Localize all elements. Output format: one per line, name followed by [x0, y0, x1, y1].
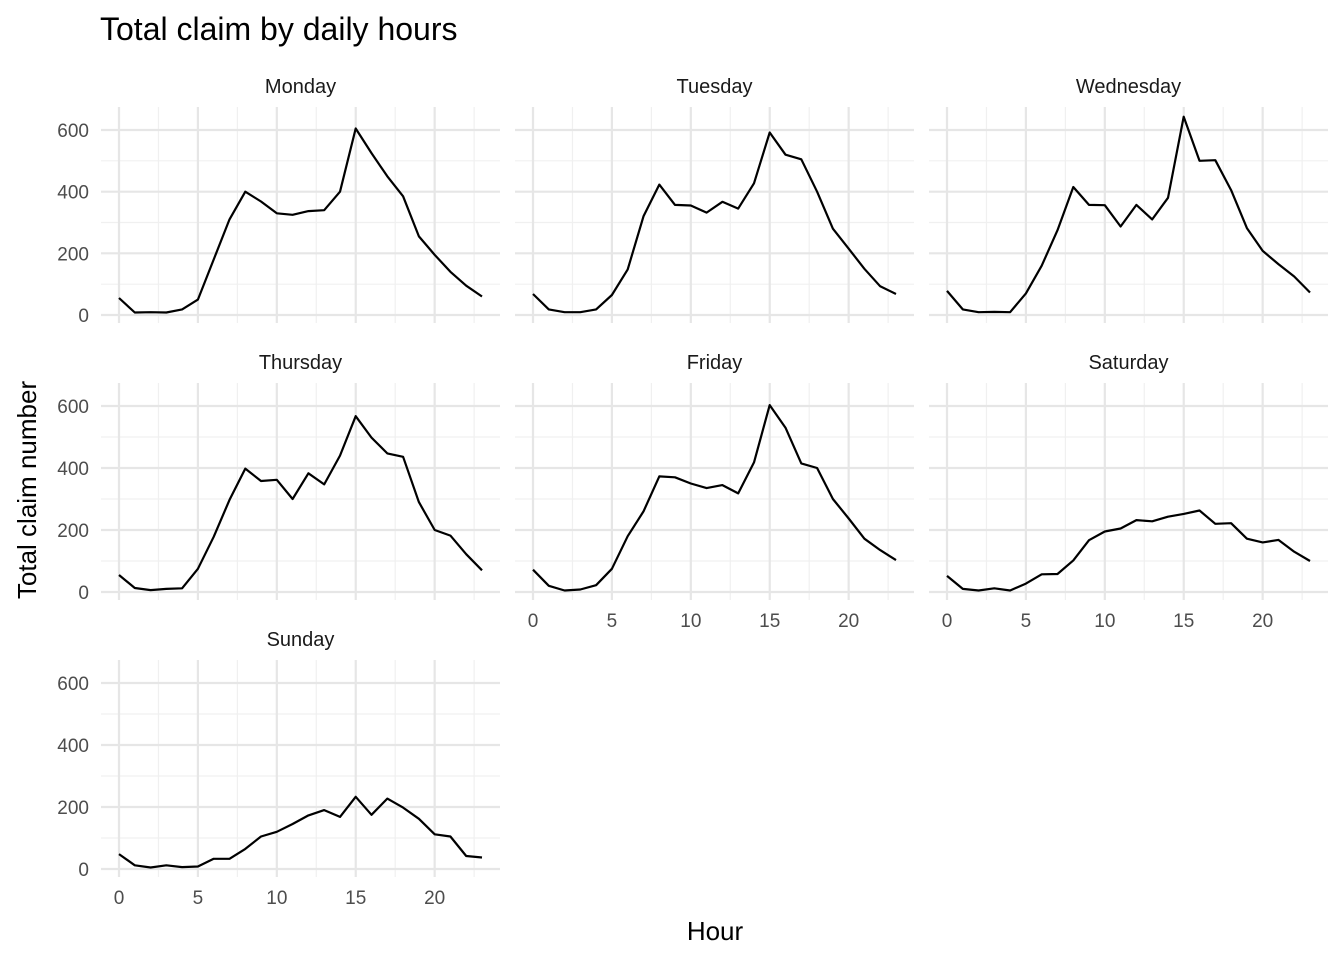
strip-label-monday: Monday — [265, 76, 336, 98]
y-tick-label: 200 — [57, 244, 89, 265]
strip-label-friday: Friday — [687, 352, 743, 374]
strip-label-wednesday: Wednesday — [1076, 76, 1181, 98]
y-axis-title: Total claim number — [12, 381, 42, 600]
x-tick-label: 10 — [1094, 611, 1115, 632]
series-line-thursday — [118, 415, 483, 592]
strip-label-thursday: Thursday — [259, 352, 342, 374]
chart-title: Total claim by daily hours — [100, 11, 457, 47]
x-tick-label: 5 — [193, 888, 204, 909]
x-tick-label: 0 — [528, 611, 539, 632]
strip-label-sunday: Sunday — [267, 629, 335, 651]
series-line-monday — [118, 127, 483, 314]
panel-monday: Monday 0 200 400 600 — [57, 76, 500, 327]
x-tick-label: 0 — [114, 888, 125, 909]
x-tick-label: 15 — [345, 888, 366, 909]
strip-label-saturday: Saturday — [1088, 352, 1168, 374]
strip-label-tuesday: Tuesday — [677, 76, 753, 98]
series-line-tuesday — [532, 131, 897, 314]
y-tick-label: 0 — [78, 860, 89, 881]
panel-saturday: Saturday 0 5 10 15 20 — [929, 352, 1328, 632]
panel-sunday: Sunday 0 200 400 600 0 5 10 15 20 — [57, 629, 500, 909]
series-line-saturday — [946, 509, 1311, 592]
panel-thursday: Thursday 0 200 400 600 — [57, 352, 500, 604]
x-tick-label: 0 — [942, 611, 953, 632]
x-tick-label: 5 — [607, 611, 618, 632]
y-tick-label: 200 — [57, 798, 89, 819]
x-tick-label: 10 — [266, 888, 287, 909]
y-tick-label: 0 — [78, 583, 89, 604]
y-tick-label: 600 — [57, 674, 89, 695]
panel-friday: Friday 0 5 10 15 20 — [515, 352, 914, 632]
y-tick-label: 400 — [57, 183, 89, 204]
y-tick-label: 600 — [57, 121, 89, 142]
x-tick-label: 20 — [424, 888, 445, 909]
x-tick-label: 20 — [838, 611, 859, 632]
panel-tuesday: Tuesday — [515, 76, 914, 323]
x-tick-label: 10 — [680, 611, 701, 632]
x-tick-label: 20 — [1252, 611, 1273, 632]
x-tick-label: 5 — [1021, 611, 1032, 632]
x-tick-label: 15 — [759, 611, 780, 632]
y-tick-label: 400 — [57, 736, 89, 757]
y-tick-label: 0 — [78, 306, 89, 327]
series-line-sunday — [118, 795, 483, 869]
y-tick-label: 400 — [57, 459, 89, 480]
series-line-wednesday — [946, 115, 1311, 314]
series-line-friday — [532, 404, 897, 592]
y-tick-label: 600 — [57, 397, 89, 418]
panel-wednesday: Wednesday — [929, 76, 1328, 323]
y-tick-label: 200 — [57, 521, 89, 542]
x-tick-label: 15 — [1173, 611, 1194, 632]
x-axis-title: Hour — [687, 916, 744, 946]
